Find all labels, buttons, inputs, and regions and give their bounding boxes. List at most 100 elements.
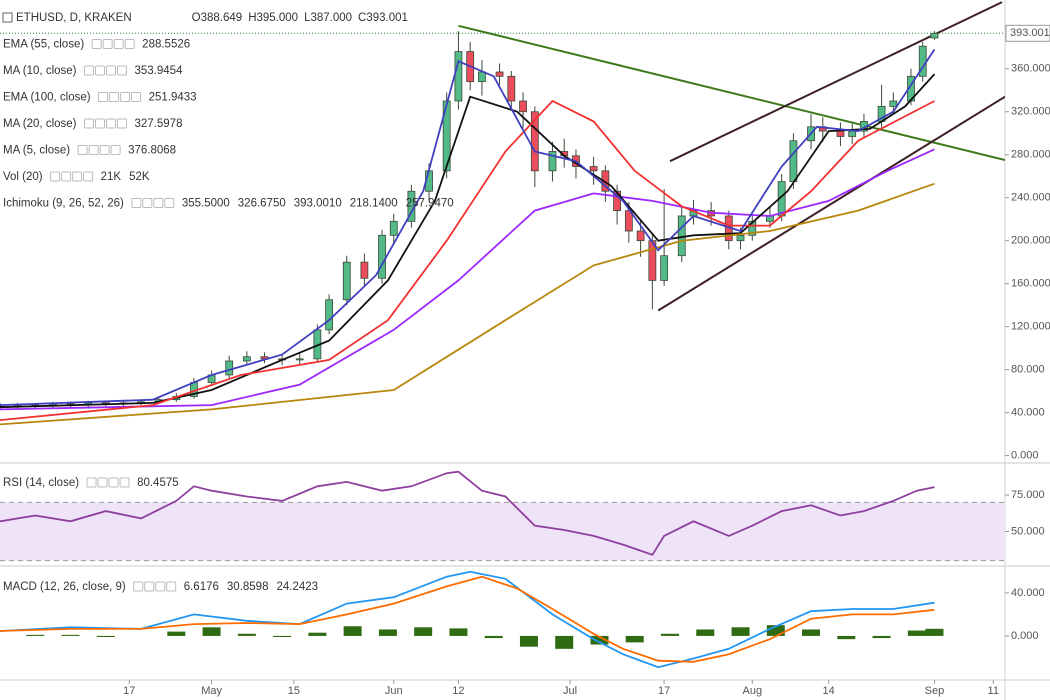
y-tick-label: 240.000 — [1011, 192, 1050, 204]
histogram-bar — [61, 634, 80, 636]
legend-icon — [72, 171, 83, 182]
legend-icon — [99, 145, 110, 155]
y-tick-label: 120.000 — [1011, 321, 1050, 333]
legend-text: 52K — [129, 171, 150, 183]
series-line — [0, 99, 935, 421]
series-line — [0, 575, 935, 663]
histogram-bar — [661, 633, 679, 636]
y-tick-label: 40.000 — [1011, 406, 1045, 418]
x-tick-label: 12 — [452, 685, 464, 697]
legend-icon — [131, 92, 142, 102]
candle-body — [495, 71, 504, 77]
histogram-bar — [273, 635, 292, 637]
candle-body — [930, 32, 939, 39]
legend-icon — [106, 118, 116, 129]
legend-text: RSI (14, close) — [3, 477, 79, 489]
legend-icon — [102, 39, 113, 49]
histogram-bar — [308, 632, 327, 636]
candle-body — [242, 356, 251, 362]
candle-body — [378, 234, 386, 279]
legend-text: MACD (12, 26, close, 9) — [3, 581, 126, 593]
legend-icon — [108, 477, 119, 488]
legend-icon — [91, 39, 102, 49]
series-line — [0, 182, 935, 426]
histogram-bar — [872, 635, 891, 639]
legend-icon — [86, 477, 97, 488]
legend-icon — [117, 65, 127, 76]
legend-icon — [166, 581, 177, 592]
y-tick-label: 160.000 — [1011, 278, 1050, 290]
x-tick-label: Sep — [925, 685, 945, 697]
symbol-title: ETHUSD, D, KRAKEN — [16, 12, 132, 24]
legend-icon — [155, 581, 166, 592]
legend-text: 80.4575 — [137, 477, 179, 489]
histogram-bar — [555, 635, 574, 649]
last-price-box — [1005, 24, 1050, 42]
candle-body — [530, 111, 539, 172]
candle-body — [225, 360, 234, 376]
histogram-bar — [449, 628, 468, 636]
series-line — [0, 570, 935, 669]
legend-icon — [97, 477, 108, 488]
histogram-bar — [696, 629, 715, 636]
candle-body — [636, 230, 645, 242]
legend-icon — [117, 118, 127, 129]
legend-icon — [95, 65, 105, 76]
y-tick-label: 75.000 — [1011, 489, 1045, 501]
candle-body — [748, 220, 757, 236]
legend-icon — [95, 118, 105, 129]
legend-text: 30.8598 — [227, 581, 269, 593]
histogram-bar — [625, 635, 644, 643]
candle-body — [342, 261, 351, 301]
legend-text: 288.5526 — [142, 39, 190, 51]
legend-text: 353.9454 — [135, 65, 184, 77]
legend-text: EMA (100, close) — [3, 92, 91, 104]
legend-icon — [120, 92, 131, 102]
plot-area — [0, 1, 1005, 426]
histogram-bar — [378, 629, 397, 636]
legend-icon — [153, 198, 164, 208]
panel: 393.001 — [0, 1, 1050, 426]
legend-text: MA (10, close) — [3, 65, 77, 77]
y-tick-label: 360.000 — [1011, 63, 1050, 75]
histogram-bar — [237, 633, 256, 636]
legend-icon — [110, 145, 121, 155]
legend-text: EMA (55, close) — [3, 39, 84, 51]
legend-text: 326.6750 — [238, 198, 286, 210]
legend-icon — [84, 65, 94, 76]
histogram-bar — [202, 627, 221, 636]
y-tick-label: 0.000 — [1011, 449, 1039, 461]
legend-icon — [119, 477, 130, 488]
legend-text: 251.9433 — [149, 92, 197, 104]
histogram-bar — [766, 625, 785, 636]
series-line — [0, 73, 936, 409]
ohlc-readout: C393.001 — [358, 12, 408, 24]
candle-body — [548, 151, 557, 172]
candle-body — [507, 75, 516, 102]
histogram-bar — [925, 628, 944, 636]
series-line — [0, 470, 935, 556]
candle-body — [736, 234, 745, 242]
legend-text: Vol (20) — [3, 171, 43, 183]
x-tick-label: Jun — [385, 685, 403, 697]
candle-body — [360, 261, 369, 279]
y-tick-label: 0.000 — [1011, 630, 1039, 642]
histogram-bar — [907, 630, 926, 636]
legend-icon — [133, 581, 144, 592]
legend-icon — [50, 171, 61, 182]
y-tick-label: 280.000 — [1011, 149, 1050, 161]
trendline — [458, 24, 1005, 162]
legend-text: 218.1400 — [350, 198, 398, 210]
histogram-bar — [484, 635, 503, 639]
y-tick-label: 50.000 — [1011, 525, 1045, 537]
legend-text: 21K — [101, 171, 122, 183]
legend-icon — [144, 581, 155, 592]
legend-icon — [61, 171, 72, 182]
legend-icon — [164, 198, 175, 208]
histogram-bar — [343, 626, 362, 636]
candle-body — [589, 166, 598, 172]
legend-text: Ichimoku (9, 26, 52, 26) — [3, 198, 124, 210]
series-line — [0, 48, 936, 406]
histogram-bar — [519, 635, 538, 647]
